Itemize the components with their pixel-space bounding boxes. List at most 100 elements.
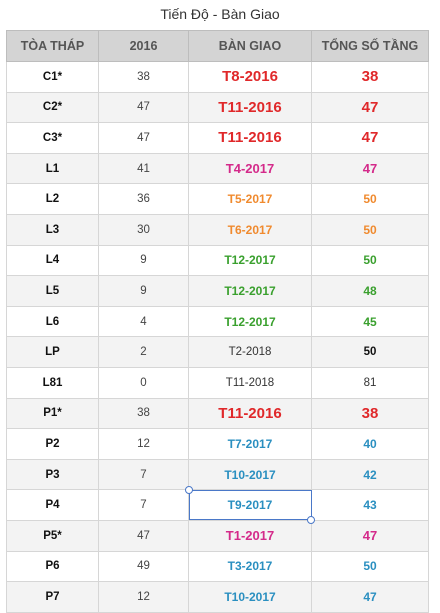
total-floors-cell[interactable]: 47 (311, 122, 429, 154)
page-title: Tiến Độ - Bàn Giao (160, 6, 280, 22)
total-floors-cell[interactable]: 45 (311, 305, 429, 338)
table-row: P4 7 T9-2017 43 (6, 486, 429, 524)
tower-name-cell[interactable]: LP (6, 336, 99, 368)
handover-cell[interactable]: T8-2016 (188, 61, 312, 93)
table-row: P6 49 T3-2017 50 (6, 550, 429, 583)
handover-cell[interactable]: T1-2017 (188, 519, 312, 552)
table-row: C1* 38 T8-2016 38 (6, 61, 429, 93)
header-row: TÒA THÁP 2016 BÀN GIAO TỔNG SỐ TẦNG (6, 30, 429, 62)
handover-cell[interactable]: T11-2018 (188, 366, 312, 399)
header-2016: 2016 (98, 30, 189, 62)
tower-name-cell[interactable]: L3 (6, 213, 99, 246)
progress-2016-cell[interactable]: 36 (98, 183, 189, 215)
table-row: L5 9 T12-2017 48 (6, 275, 429, 307)
total-floors-cell[interactable]: 81 (311, 366, 429, 399)
handover-table: TÒA THÁP 2016 BÀN GIAO TỔNG SỐ TẦNG C1* 3… (6, 30, 429, 613)
handover-cell[interactable]: T12-2017 (188, 305, 312, 338)
progress-2016-cell[interactable]: 9 (98, 244, 189, 277)
tower-name-cell[interactable]: L2 (6, 183, 99, 215)
tower-name-cell[interactable]: L1 (6, 152, 99, 185)
progress-2016-cell[interactable]: 41 (98, 152, 189, 185)
tower-name-cell[interactable]: P6 (6, 550, 99, 583)
table-row: P1* 38 T11-2016 38 (6, 397, 429, 430)
progress-2016-cell[interactable]: 47 (98, 122, 189, 154)
total-floors-cell[interactable]: 43 (311, 489, 429, 521)
handover-cell[interactable]: T11-2016 (188, 91, 312, 124)
total-floors-cell[interactable]: 42 (311, 458, 429, 491)
selection-handle-bottom-right[interactable] (307, 515, 315, 524)
table-row: L3 30 T6-2017 50 (6, 213, 429, 246)
handover-cell[interactable]: T2-2018 (188, 336, 312, 368)
table-row: P5* 47 T1-2017 47 (6, 519, 429, 552)
progress-2016-cell[interactable]: 30 (98, 213, 189, 246)
tower-name-cell[interactable]: P5* (6, 519, 99, 552)
tower-name-cell[interactable]: P1* (6, 397, 99, 430)
tower-name-cell[interactable]: C1* (6, 61, 99, 93)
handover-cell[interactable]: T5-2017 (188, 183, 312, 215)
total-floors-cell[interactable]: 47 (311, 581, 429, 613)
table-row: L6 4 T12-2017 45 (6, 305, 429, 338)
tower-name-cell[interactable]: L6 (6, 305, 99, 338)
tower-name-cell[interactable]: P2 (6, 428, 99, 460)
total-floors-cell[interactable]: 50 (311, 336, 429, 368)
table-row: P7 12 T10-2017 47 (6, 581, 429, 613)
selection-handle-top-left[interactable] (185, 486, 193, 495)
table-row: C2* 47 T11-2016 47 (6, 91, 429, 124)
handover-cell[interactable]: T10-2017 (188, 581, 312, 613)
total-floors-cell[interactable]: 47 (311, 152, 429, 185)
handover-cell[interactable]: T12-2017 (188, 244, 312, 277)
tower-name-cell[interactable]: C2* (6, 91, 99, 124)
total-floors-cell[interactable]: 38 (311, 397, 429, 430)
table-row: LP 2 T2-2018 50 (6, 336, 429, 368)
table-row: L4 9 T12-2017 50 (6, 244, 429, 277)
total-floors-cell[interactable]: 50 (311, 213, 429, 246)
table-row: P3 7 T10-2017 42 (6, 458, 429, 491)
progress-2016-cell[interactable]: 7 (98, 489, 189, 521)
handover-cell[interactable]: T9-2017 (185, 486, 315, 524)
progress-2016-cell[interactable]: 4 (98, 305, 189, 338)
table-row: L2 36 T5-2017 50 (6, 183, 429, 215)
table-row: L81 0 T11-2018 81 (6, 366, 429, 399)
handover-cell[interactable]: T10-2017 (188, 458, 312, 491)
total-floors-cell[interactable]: 40 (311, 428, 429, 460)
progress-2016-cell[interactable]: 12 (98, 428, 189, 460)
tower-name-cell[interactable]: L81 (6, 366, 99, 399)
handover-cell[interactable]: T11-2016 (188, 397, 312, 430)
tower-name-cell[interactable]: P4 (6, 489, 99, 521)
header-floors: TỔNG SỐ TẦNG (311, 30, 429, 62)
progress-2016-cell[interactable]: 49 (98, 550, 189, 583)
progress-2016-cell[interactable]: 9 (98, 275, 189, 307)
total-floors-cell[interactable]: 50 (311, 183, 429, 215)
progress-2016-cell[interactable]: 7 (98, 458, 189, 491)
total-floors-cell[interactable]: 50 (311, 244, 429, 277)
table-row: P2 12 T7-2017 40 (6, 428, 429, 460)
progress-2016-cell[interactable]: 0 (98, 366, 189, 399)
tower-name-cell[interactable]: C3* (6, 122, 99, 154)
total-floors-cell[interactable]: 38 (311, 61, 429, 93)
header-tower: TÒA THÁP (6, 30, 99, 62)
progress-2016-cell[interactable]: 38 (98, 61, 189, 93)
tower-name-cell[interactable]: L4 (6, 244, 99, 277)
tower-name-cell[interactable]: P7 (6, 581, 99, 613)
progress-2016-cell[interactable]: 47 (98, 519, 189, 552)
progress-2016-cell[interactable]: 2 (98, 336, 189, 368)
tower-name-cell[interactable]: L5 (6, 275, 99, 307)
handover-cell[interactable]: T3-2017 (188, 550, 312, 583)
progress-2016-cell[interactable]: 38 (98, 397, 189, 430)
tower-name-cell[interactable]: P3 (6, 458, 99, 491)
progress-2016-cell[interactable]: 47 (98, 91, 189, 124)
table-body: C1* 38 T8-2016 38 C2* 47 T11-2016 47 C3* 47 T11-20… (6, 61, 429, 613)
progress-2016-cell[interactable]: 12 (98, 581, 189, 613)
table-row: L1 41 T4-2017 47 (6, 152, 429, 185)
total-floors-cell[interactable]: 47 (311, 91, 429, 124)
handover-cell[interactable]: T7-2017 (188, 428, 312, 460)
handover-cell[interactable]: T6-2017 (188, 213, 312, 246)
total-floors-cell[interactable]: 47 (311, 519, 429, 552)
table-row: C3* 47 T11-2016 47 (6, 122, 429, 154)
total-floors-cell[interactable]: 50 (311, 550, 429, 583)
handover-cell[interactable]: T12-2017 (188, 275, 312, 307)
header-handover: BÀN GIAO (188, 30, 312, 62)
total-floors-cell[interactable]: 48 (311, 275, 429, 307)
handover-cell[interactable]: T4-2017 (188, 152, 312, 185)
handover-cell[interactable]: T11-2016 (188, 122, 312, 154)
